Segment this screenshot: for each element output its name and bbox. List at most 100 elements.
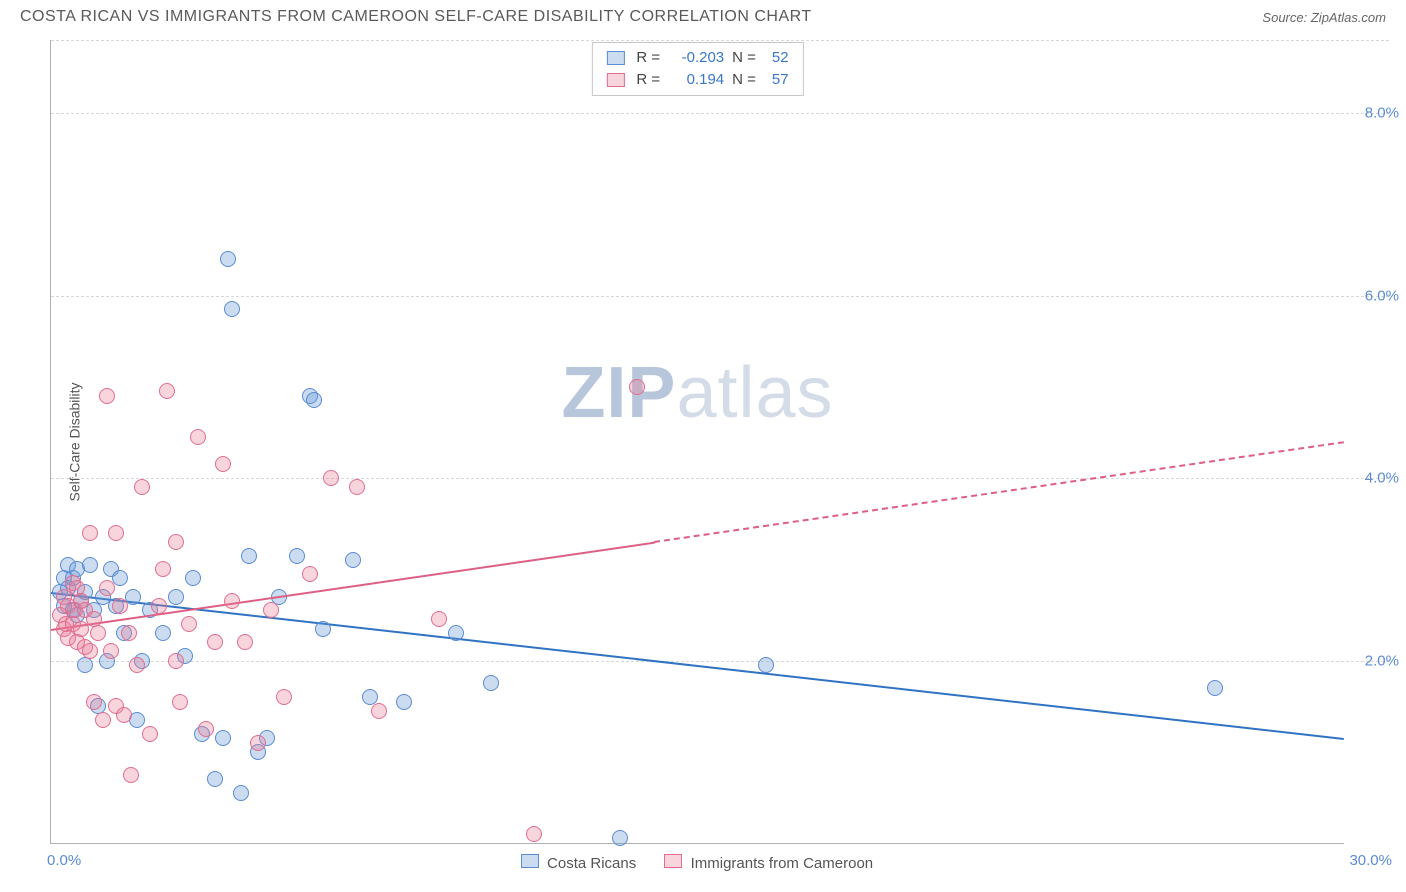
data-point [181, 616, 197, 632]
data-point [224, 301, 240, 317]
page-title: COSTA RICAN VS IMMIGRANTS FROM CAMEROON … [20, 8, 812, 26]
data-point [612, 830, 628, 846]
data-point [82, 643, 98, 659]
data-point [108, 525, 124, 541]
correlation-chart: ZIPatlas Self-Care Disability 0.0% 30.0%… [50, 40, 1344, 844]
data-point [448, 625, 464, 641]
swatch-series-b [606, 73, 624, 87]
data-point [129, 657, 145, 673]
stat-r-label: R = [636, 47, 660, 69]
data-point [99, 580, 115, 596]
data-point [250, 735, 266, 751]
legend-label-a: Costa Ricans [547, 855, 636, 872]
data-point [526, 826, 542, 842]
watermark-atlas: atlas [676, 353, 833, 433]
data-point [116, 707, 132, 723]
y-tick-label: 8.0% [1351, 105, 1399, 122]
data-point [142, 726, 158, 742]
data-point [215, 456, 231, 472]
gridline [51, 113, 1389, 114]
source-label: Source: [1262, 10, 1307, 25]
data-point [349, 479, 365, 495]
data-point [207, 771, 223, 787]
data-point [483, 675, 499, 691]
legend-item-b: Immigrants from Cameroon [664, 855, 873, 872]
legend-label-b: Immigrants from Cameroon [691, 855, 874, 872]
data-point [95, 712, 111, 728]
data-point [224, 593, 240, 609]
data-point [306, 392, 322, 408]
gridline [51, 40, 1389, 41]
y-axis-title: Self-Care Disability [67, 382, 83, 501]
data-point [237, 634, 253, 650]
stat-r-a: -0.203 [668, 47, 724, 69]
data-point [155, 561, 171, 577]
data-point [82, 557, 98, 573]
source-value: ZipAtlas.com [1311, 10, 1386, 25]
y-tick-label: 6.0% [1351, 287, 1399, 304]
plot-area: ZIPatlas Self-Care Disability 0.0% 30.0%… [50, 40, 1344, 844]
stat-n-b: 57 [772, 69, 789, 91]
data-point [151, 598, 167, 614]
stats-row-a: R = -0.203 N = 52 [606, 47, 788, 69]
watermark: ZIPatlas [561, 352, 833, 434]
x-tick-max: 30.0% [1349, 852, 1392, 869]
stats-row-b: R = 0.194 N = 57 [606, 69, 788, 91]
data-point [241, 548, 257, 564]
data-point [77, 657, 93, 673]
stat-n-a: 52 [772, 47, 789, 69]
watermark-zip: ZIP [561, 353, 676, 433]
gridline [51, 661, 1389, 662]
stat-n-label: N = [732, 47, 756, 69]
data-point [371, 703, 387, 719]
data-point [103, 643, 119, 659]
data-point [123, 767, 139, 783]
data-point [168, 653, 184, 669]
data-point [99, 388, 115, 404]
stat-r-label: R = [636, 69, 660, 91]
data-point [1207, 680, 1223, 696]
source-credit: Source: ZipAtlas.com [1262, 10, 1386, 25]
data-point [82, 525, 98, 541]
stat-n-label: N = [732, 69, 756, 91]
data-point [758, 657, 774, 673]
data-point [159, 383, 175, 399]
y-tick-label: 4.0% [1351, 470, 1399, 487]
data-point [134, 479, 150, 495]
bottom-legend: Costa Ricans Immigrants from Cameroon [50, 854, 1344, 872]
data-point [198, 721, 214, 737]
data-point [315, 621, 331, 637]
stats-box: R = -0.203 N = 52 R = 0.194 N = 57 [591, 42, 803, 96]
stat-r-b: 0.194 [668, 69, 724, 91]
data-point [215, 730, 231, 746]
data-point [323, 470, 339, 486]
swatch-series-b [664, 854, 682, 868]
data-point [168, 534, 184, 550]
data-point [431, 611, 447, 627]
data-point [207, 634, 223, 650]
data-point [185, 570, 201, 586]
legend-item-a: Costa Ricans [521, 855, 641, 872]
gridline [51, 296, 1389, 297]
data-point [90, 625, 106, 641]
data-point [168, 589, 184, 605]
data-point [289, 548, 305, 564]
data-point [302, 566, 318, 582]
data-point [220, 251, 236, 267]
data-point [345, 552, 361, 568]
data-point [276, 689, 292, 705]
swatch-series-a [606, 51, 624, 65]
data-point [396, 694, 412, 710]
data-point [190, 429, 206, 445]
data-point [233, 785, 249, 801]
gridline [51, 478, 1389, 479]
data-point [263, 602, 279, 618]
y-tick-label: 2.0% [1351, 652, 1399, 669]
trend-line [51, 592, 1344, 740]
data-point [172, 694, 188, 710]
data-point [629, 379, 645, 395]
data-point [155, 625, 171, 641]
data-point [86, 694, 102, 710]
data-point [121, 625, 137, 641]
trend-line [654, 442, 1344, 544]
